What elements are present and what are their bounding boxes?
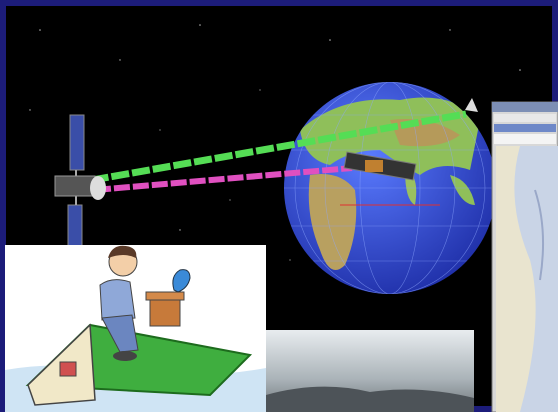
- page: [0, 0, 558, 412]
- collage: [0, 0, 558, 412]
- software-window: [492, 102, 558, 412]
- cartoon: [5, 245, 266, 412]
- photo: [266, 330, 474, 412]
